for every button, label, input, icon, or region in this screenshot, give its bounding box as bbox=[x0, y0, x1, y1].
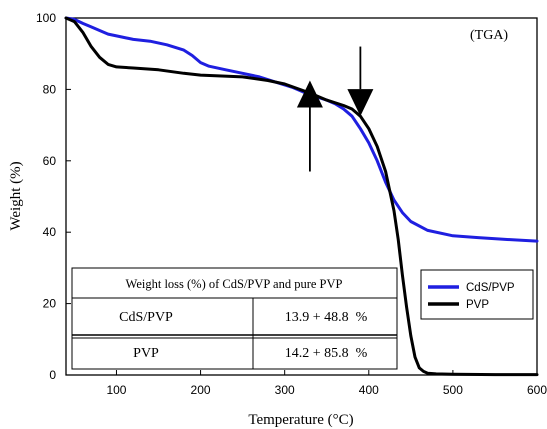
legend: CdS/PVP PVP bbox=[420, 269, 534, 320]
y-tick-label: 100 bbox=[36, 11, 56, 25]
y-axis: 0 20 40 60 80 100 bbox=[36, 11, 71, 382]
legend-label: PVP bbox=[466, 299, 489, 311]
inset-table-value: 13.9 + 48.8 % bbox=[285, 310, 368, 325]
inset-table-sample: CdS/PVP bbox=[119, 310, 173, 325]
y-tick-label: 60 bbox=[43, 154, 57, 168]
plot-frame bbox=[65, 17, 538, 376]
x-tick-label: 600 bbox=[527, 383, 547, 397]
inset-table-border bbox=[71, 267, 398, 370]
x-tick-label: 500 bbox=[443, 383, 463, 397]
y-tick-label: 80 bbox=[43, 82, 57, 96]
arrow-layer bbox=[296, 46, 374, 172]
inset-table-title: Weight loss (%) of CdS/PVP and pure PVP bbox=[126, 277, 343, 291]
x-tick-label: 200 bbox=[191, 383, 211, 397]
y-axis-title: Weight (%) bbox=[8, 161, 24, 230]
x-tick-label: 300 bbox=[275, 383, 295, 397]
y-tick-label: 0 bbox=[49, 368, 56, 382]
x-axis: 100 200 300 400 500 600 bbox=[106, 370, 547, 397]
y-tick-label: 20 bbox=[43, 297, 57, 311]
inset-table-value: 14.2 + 85.8 % bbox=[285, 346, 368, 361]
inset-table: Weight loss (%) of CdS/PVP and pure PVP … bbox=[71, 267, 398, 370]
series-line-pvp bbox=[64, 16, 539, 377]
x-tick-label: 100 bbox=[106, 383, 126, 397]
legend-box bbox=[420, 269, 534, 320]
x-axis-title: Temperature (°C) bbox=[248, 412, 353, 428]
arrow-up-icon bbox=[296, 80, 323, 108]
legend-label: CdS/PVP bbox=[466, 282, 515, 294]
arrow-down-icon bbox=[347, 89, 374, 117]
series-line-cds-pvp bbox=[64, 16, 539, 243]
series-layer bbox=[64, 16, 539, 377]
inset-table-sample: PVP bbox=[133, 346, 159, 361]
tga-annotation: (TGA) bbox=[470, 28, 508, 43]
y-tick-label: 40 bbox=[43, 225, 57, 239]
x-tick-label: 400 bbox=[359, 383, 379, 397]
